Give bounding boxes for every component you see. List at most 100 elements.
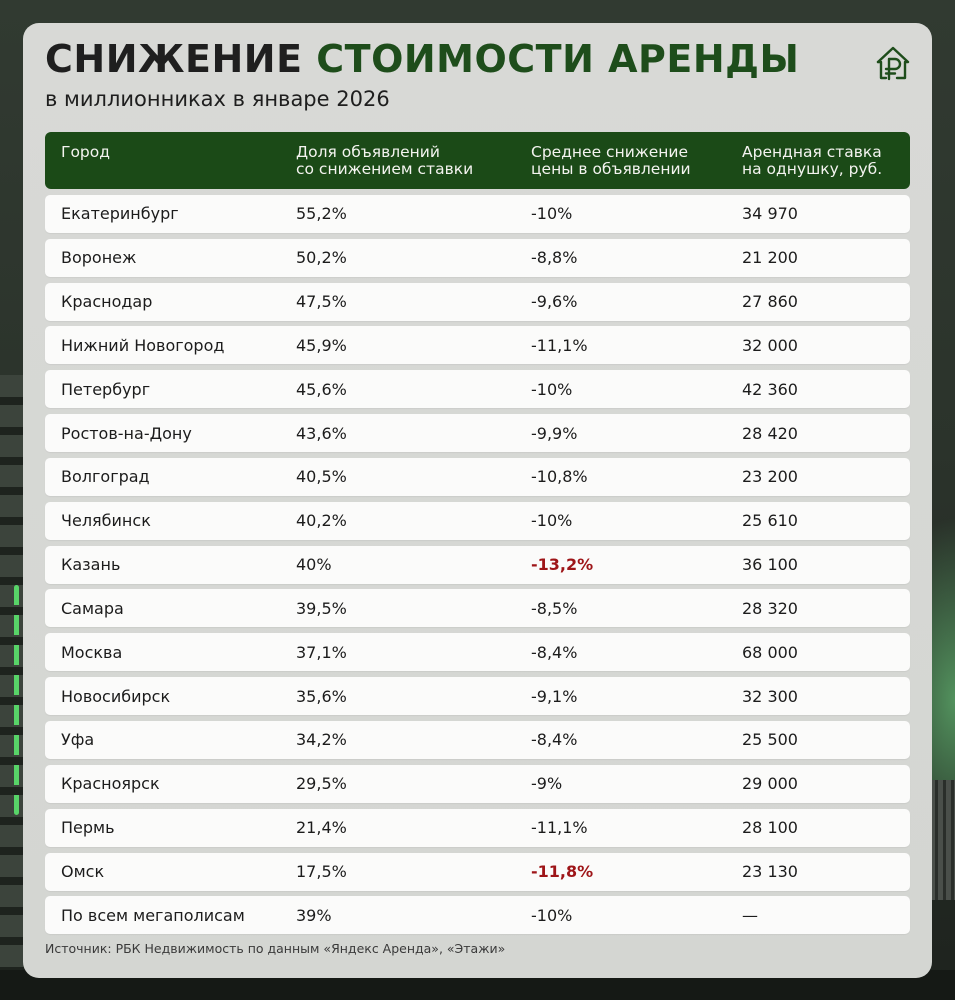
- cell-share: 34,2%: [296, 730, 347, 750]
- cell-share: 55,2%: [296, 204, 347, 224]
- cell-city: Екатеринбург: [61, 204, 179, 224]
- cell-city: Краснодар: [61, 292, 153, 312]
- table-row: Волгоград 40,5% -10,8% 23 200: [45, 457, 910, 496]
- cell-decrease: -9,6%: [531, 292, 578, 312]
- cell-city: Новосибирск: [61, 686, 171, 706]
- cell-rent: 28 100: [742, 818, 798, 838]
- cell-rent: 36 100: [742, 555, 798, 575]
- table-row: Челябинск 40,2% -10% 25 610: [45, 501, 910, 540]
- column-header-share: Доля объявлений со снижением ставки: [296, 143, 474, 178]
- cell-city: Самара: [61, 598, 124, 618]
- cell-rent: 28 320: [742, 598, 798, 618]
- cell-rent: 68 000: [742, 642, 798, 662]
- table-row: Нижний Новогород 45,9% -11,1% 32 000: [45, 326, 910, 365]
- cell-rent: 32 000: [742, 335, 798, 355]
- table-row: Петербург 45,6% -10% 42 360: [45, 370, 910, 409]
- cell-city: По всем мегаполисам: [61, 905, 245, 925]
- cell-rent: 23 200: [742, 467, 798, 487]
- page-subtitle: в миллионниках в январе 2026: [45, 87, 390, 111]
- table-row: Уфа 34,2% -8,4% 25 500: [45, 720, 910, 759]
- cell-decrease: -10%: [531, 379, 573, 399]
- table-row: Краснодар 47,5% -9,6% 27 860: [45, 282, 910, 321]
- cell-share: 47,5%: [296, 292, 347, 312]
- cell-rent: 42 360: [742, 379, 798, 399]
- cell-city: Москва: [61, 642, 123, 662]
- cell-city: Пермь: [61, 818, 115, 838]
- cell-city: Казань: [61, 555, 121, 575]
- cell-city: Уфа: [61, 730, 95, 750]
- house-ruble-icon: [876, 46, 910, 81]
- cell-rent: 23 130: [742, 862, 798, 881]
- cell-decrease: -9,1%: [531, 686, 578, 706]
- column-header-city: Город: [61, 143, 110, 161]
- cell-city: Волгоград: [61, 467, 150, 487]
- cell-rent: 34 970: [742, 204, 798, 224]
- cell-share: 45,6%: [296, 379, 347, 399]
- table-row: Красноярск 29,5% -9% 29 000: [45, 764, 910, 803]
- cell-rent: 25 500: [742, 730, 798, 750]
- cell-share: 40,5%: [296, 467, 347, 487]
- table-row: Пермь 21,4% -11,1% 28 100: [45, 808, 910, 847]
- cell-rent: —: [742, 905, 758, 925]
- table-row: Казань 40% -13,2% 36 100: [45, 545, 910, 584]
- cell-share: 39%: [296, 905, 332, 925]
- column-header-rent: Арендная ставка на однушку, руб.: [742, 143, 883, 178]
- cell-rent: 29 000: [742, 774, 798, 794]
- cell-share: 40%: [296, 555, 332, 575]
- cell-rent: 27 860: [742, 292, 798, 312]
- column-header-decrease: Среднее снижение цены в объявлении: [531, 143, 691, 178]
- table-row: Ростов-на-Дону 43,6% -9,9% 28 420: [45, 414, 910, 453]
- cell-decrease: -8,4%: [531, 730, 578, 750]
- table-row: Москва 37,1% -8,4% 68 000: [45, 633, 910, 672]
- title-part-accent: СТОИМОСТИ АРЕНДЫ: [316, 37, 800, 81]
- cell-share: 21,4%: [296, 818, 347, 838]
- cell-rent: 25 610: [742, 511, 798, 531]
- cell-decrease: -8,8%: [531, 248, 578, 268]
- cell-decrease: -9,9%: [531, 423, 578, 443]
- rent-table: Город Доля объявлений со снижением ставк…: [45, 132, 910, 935]
- cell-decrease-highlighted: -11,8%: [531, 862, 594, 881]
- cell-city: Ростов-на-Дону: [61, 423, 192, 443]
- cell-decrease: -8,4%: [531, 642, 578, 662]
- cell-decrease: -10%: [531, 511, 573, 531]
- cell-city: Омск: [61, 862, 105, 881]
- cell-share: 50,2%: [296, 248, 347, 268]
- cell-share: 29,5%: [296, 774, 347, 794]
- table-row-total: По всем мегаполисам 39% -10% —: [45, 896, 910, 935]
- table-row: Новосибирск 35,6% -9,1% 32 300: [45, 677, 910, 716]
- source-note: Источник: РБК Недвижимость по данным «Ян…: [45, 941, 506, 956]
- cell-city: Петербург: [61, 379, 151, 399]
- page-title: СНИЖЕНИЕ СТОИМОСТИ АРЕНДЫ: [45, 37, 799, 81]
- cell-rent: 21 200: [742, 248, 798, 268]
- cell-decrease: -9%: [531, 774, 563, 794]
- cell-city: Нижний Новогород: [61, 335, 225, 355]
- cell-share: 40,2%: [296, 511, 347, 531]
- cell-city: Челябинск: [61, 511, 151, 531]
- background-building-right: [930, 780, 955, 900]
- cell-decrease: -8,5%: [531, 598, 578, 618]
- cell-decrease: -10%: [531, 204, 573, 224]
- cell-share: 43,6%: [296, 423, 347, 443]
- table-row: Воронеж 50,2% -8,8% 21 200: [45, 238, 910, 277]
- table-header: Город Доля объявлений со снижением ставк…: [45, 132, 910, 189]
- table-row: Екатеринбург 55,2% -10% 34 970: [45, 194, 910, 233]
- cell-share: 17,5%: [296, 862, 347, 881]
- cell-rent: 32 300: [742, 686, 798, 706]
- cell-decrease: -10,8%: [531, 467, 588, 487]
- infographic-card: СНИЖЕНИЕ СТОИМОСТИ АРЕНДЫ в миллионниках…: [23, 23, 932, 978]
- cell-decrease: -10%: [531, 905, 573, 925]
- cell-city: Воронеж: [61, 248, 137, 268]
- cell-decrease-highlighted: -13,2%: [531, 555, 594, 575]
- cell-share: 37,1%: [296, 642, 347, 662]
- table-row: Омск 17,5% -11,8% 23 130: [45, 852, 910, 891]
- cell-decrease: -11,1%: [531, 335, 588, 355]
- cell-share: 39,5%: [296, 598, 347, 618]
- cell-share: 45,9%: [296, 335, 347, 355]
- cell-city: Красноярск: [61, 774, 160, 794]
- table-row: Самара 39,5% -8,5% 28 320: [45, 589, 910, 628]
- building-light-strip: [14, 585, 19, 815]
- cell-rent: 28 420: [742, 423, 798, 443]
- cell-decrease: -11,1%: [531, 818, 588, 838]
- title-part-dark: СНИЖЕНИЕ: [45, 37, 303, 81]
- cell-share: 35,6%: [296, 686, 347, 706]
